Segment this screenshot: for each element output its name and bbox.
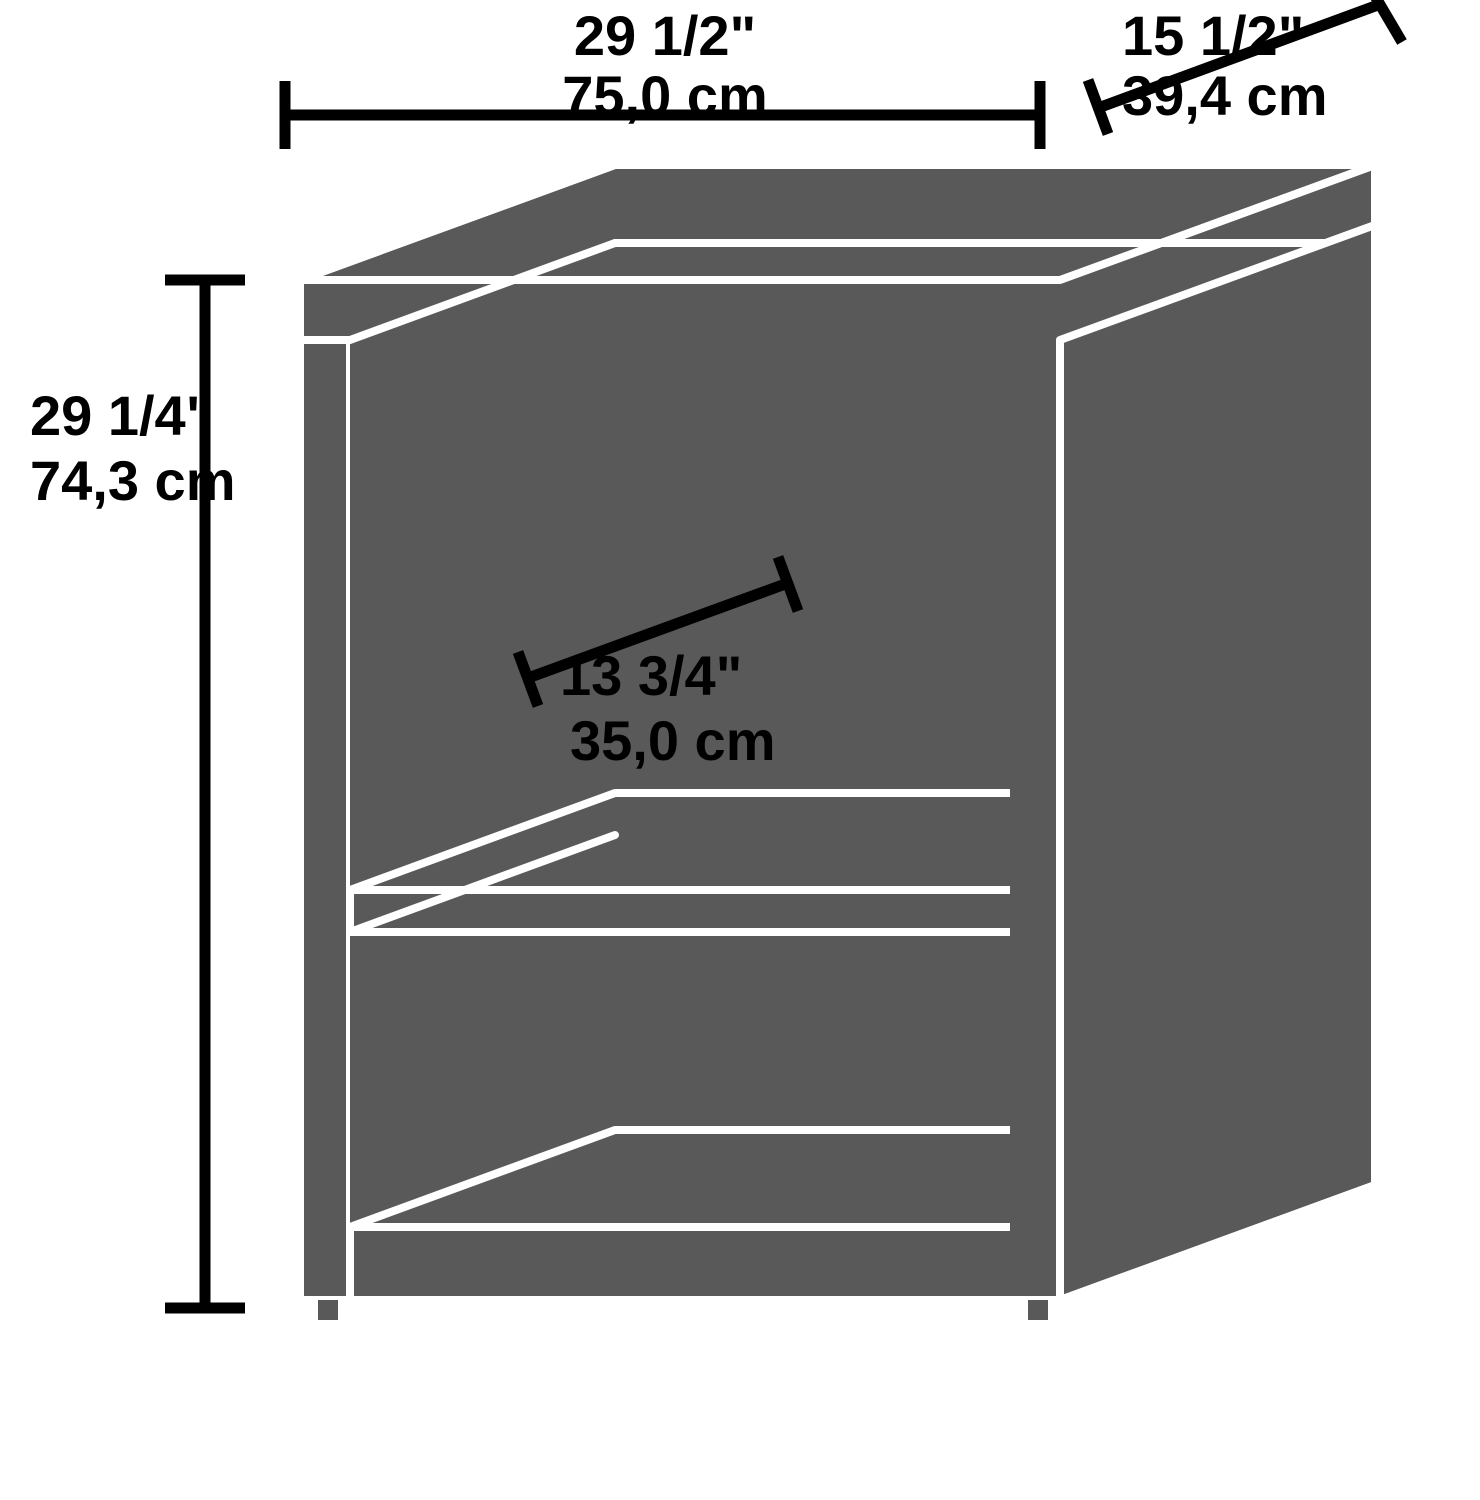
foot-right (1028, 1300, 1048, 1320)
height-metric-label: 74,3 cm (30, 449, 236, 512)
height-imperial-label: 29 1/4" (30, 384, 212, 447)
depth-imperial-label: 15 1/2" (1122, 4, 1304, 67)
width-imperial-label: 29 1/2" (574, 4, 756, 67)
right-side-inner-front (1010, 340, 1060, 1300)
bookcase-3d (300, 165, 1375, 1320)
depth-metric-label: 39,4 cm (1122, 64, 1328, 127)
width-metric-label: 75,0 cm (562, 64, 768, 127)
right-side-outer (1060, 225, 1375, 1300)
floor-front-edge (350, 1227, 1060, 1300)
bookcase-dimension-diagram: 29 1/2" 75,0 cm 15 1/2" 39,4 cm 29 1/4" … (0, 0, 1480, 1500)
shelf-metric-label: 35,0 cm (570, 709, 776, 772)
shelf-imperial-label: 13 3/4" (560, 644, 742, 707)
foot-left (318, 1300, 338, 1320)
left-side-front (300, 340, 350, 1300)
